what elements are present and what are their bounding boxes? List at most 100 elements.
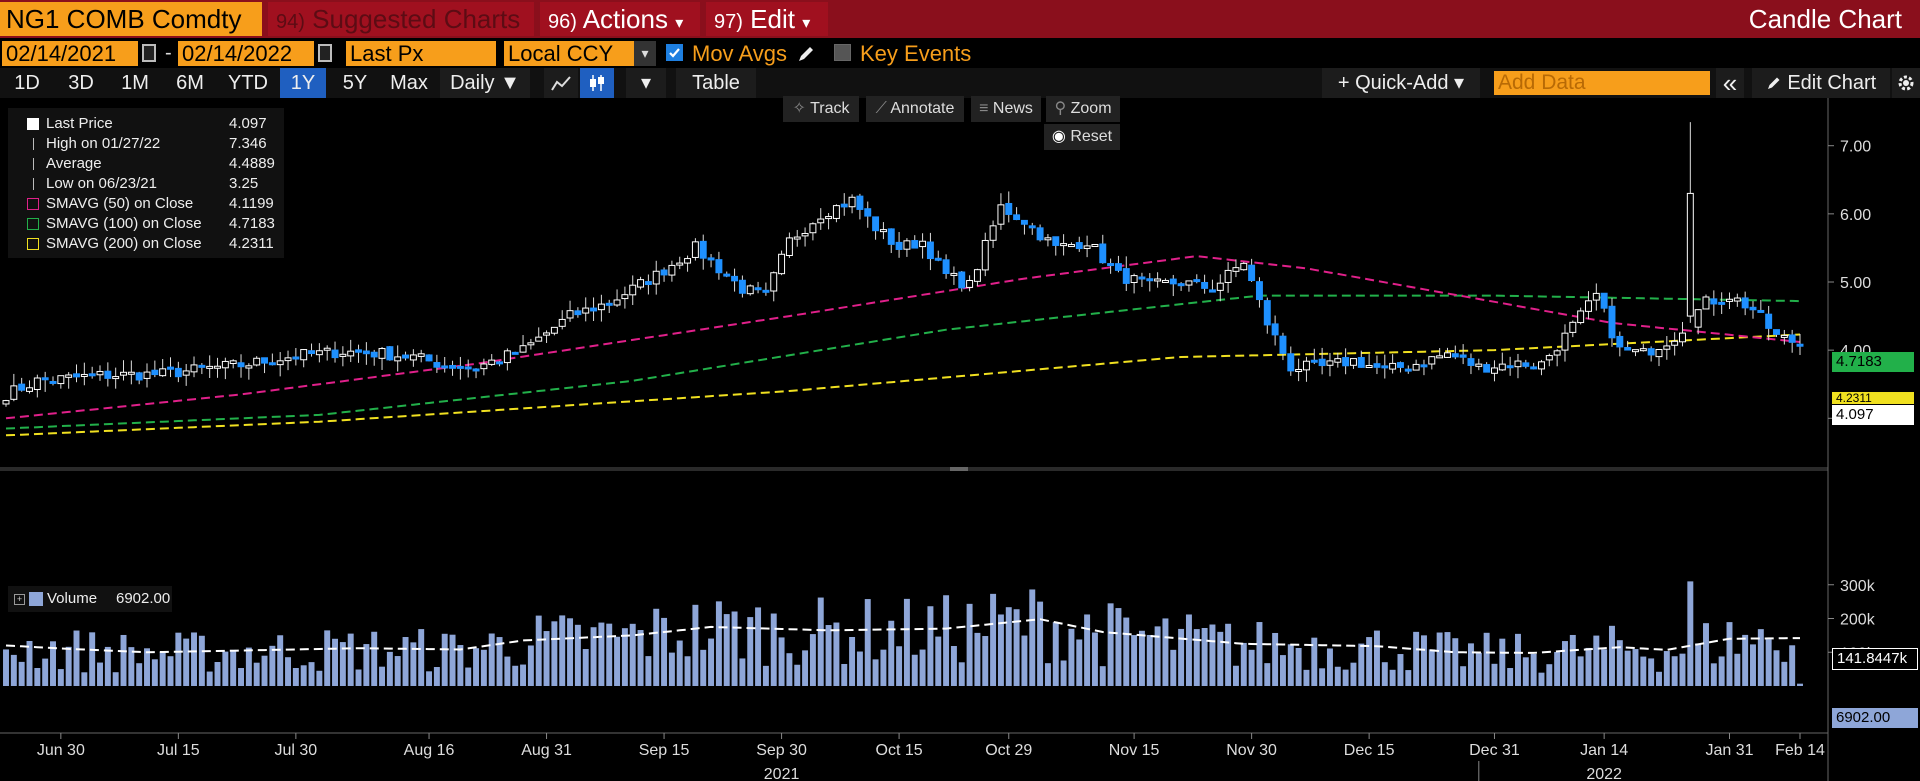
candle-body [1240, 262, 1248, 271]
volume-bar [1107, 603, 1114, 686]
volume-bar [700, 649, 707, 686]
candle-body [1295, 368, 1303, 372]
candle-body [629, 284, 637, 296]
actions-menu-button[interactable]: 96) Actions ▾ [540, 2, 700, 36]
mov-avgs-checkbox[interactable] [666, 44, 683, 61]
add-data-input[interactable]: Add Data [1494, 71, 1710, 95]
candle-body [190, 364, 198, 373]
volume-bar [1632, 649, 1639, 686]
volume-bar [73, 630, 80, 686]
x-tick-label: Jul 15 [157, 742, 200, 759]
volume-bar [1060, 660, 1067, 686]
sma-swatch [27, 198, 39, 210]
volume-bar [57, 669, 64, 686]
edit-chart-label: Edit Chart [1787, 72, 1877, 94]
candle-body [950, 272, 958, 276]
pencil-icon[interactable] [796, 44, 816, 64]
price-field-select[interactable]: Last Px [346, 41, 496, 66]
candle-body [887, 228, 895, 245]
gear-icon[interactable] [1892, 68, 1920, 98]
candle-body [41, 377, 49, 381]
line-chart-icon[interactable] [544, 68, 578, 98]
sma200-line [5, 333, 1801, 437]
edit-menu-button[interactable]: 97) Edit ▾ [706, 2, 828, 36]
volume-bar [919, 649, 926, 686]
volume-bar [1773, 650, 1780, 686]
candle-body [339, 353, 347, 357]
volume-bar [825, 625, 832, 686]
candle-body [1130, 275, 1138, 284]
zoom-button[interactable]: ⚲ Zoom [1046, 96, 1120, 122]
range-3d-button[interactable]: 3D [68, 72, 94, 94]
start-date-field[interactable]: 02/14/2021 [2, 41, 138, 66]
suggested-charts-button[interactable]: 94) Suggested Charts [268, 2, 534, 36]
volume-bar [1209, 624, 1216, 686]
candle-chart[interactable]: 3.004.005.006.007.00100k200k300kJun 30Ju… [0, 98, 1920, 781]
range-1d-button[interactable]: 1D [14, 72, 40, 94]
edit-chart-button[interactable]: Edit Chart [1752, 68, 1890, 98]
x-tick-label: Jul 30 [275, 742, 318, 759]
sma-swatch [27, 238, 39, 250]
volume-bar [1499, 638, 1506, 686]
range-1y-button[interactable]: 1Y [280, 68, 326, 98]
candle-body [1616, 335, 1624, 348]
volume-bar [120, 634, 127, 686]
range-ytd-button[interactable]: YTD [228, 72, 268, 94]
candle-body [864, 208, 872, 217]
quick-add-button[interactable]: + Quick-Add ▾ [1322, 68, 1480, 98]
candle-body [308, 350, 316, 355]
candle-body [10, 385, 18, 400]
end-date-field[interactable]: 02/14/2022 [178, 41, 314, 66]
key-events-checkbox[interactable] [834, 44, 851, 61]
frequency-select[interactable]: Daily ▼ [440, 68, 530, 98]
volume-bar [606, 623, 613, 686]
range-6m-button[interactable]: 6M [176, 72, 204, 94]
candle-body [182, 370, 190, 376]
range-1m-button[interactable]: 1M [121, 72, 149, 94]
track-button[interactable]: ✧ Track [783, 96, 859, 122]
volume-bar [191, 632, 197, 686]
currency-dropdown-icon[interactable]: ▾ [634, 41, 656, 66]
candle-chart-icon[interactable] [580, 68, 614, 98]
legend-name: Average [46, 155, 102, 172]
candle-body [96, 370, 104, 376]
expand-icon[interactable]: + [14, 594, 25, 605]
ticker-field[interactable]: NG1 COMB Comdty [0, 2, 262, 36]
legend-value: 4.4889 [229, 155, 275, 172]
legend-name: SMAVG (200) on Close [46, 235, 202, 252]
volume-bar [1091, 632, 1098, 686]
calendar-icon[interactable] [318, 44, 332, 62]
volume-bar [65, 646, 72, 686]
news-button[interactable]: ≡ News [971, 96, 1041, 122]
volume-bar [1319, 668, 1326, 686]
candle-body [1381, 365, 1389, 369]
volume-bar [856, 651, 863, 686]
suggested-charts-label: Suggested Charts [312, 4, 521, 34]
panel-divider-handle [950, 467, 968, 471]
candle-body [1726, 298, 1733, 302]
chart-style-dropdown-icon[interactable]: ▾ [626, 68, 666, 98]
candle-body [699, 240, 707, 259]
volume-bar [1789, 645, 1796, 686]
candle-body [394, 356, 402, 362]
collapse-icon[interactable]: « [1716, 68, 1744, 98]
volume-bar [1765, 639, 1772, 686]
range-max-button[interactable]: Max [390, 72, 428, 94]
currency-select[interactable]: Local CCY [504, 41, 634, 66]
candle-body [1201, 281, 1209, 289]
volume-bar [864, 599, 871, 686]
volume-bar [1052, 622, 1059, 686]
x-tick-label: Aug 31 [521, 742, 572, 759]
table-button[interactable]: Table [676, 68, 756, 98]
range-5y-button[interactable]: 5Y [342, 72, 368, 94]
mov-avgs-label[interactable]: Mov Avgs [692, 41, 787, 66]
calendar-icon[interactable] [142, 44, 156, 62]
volume-bar [1444, 632, 1451, 686]
reset-button[interactable]: ◉ Reset [1044, 124, 1120, 150]
volume-bar [1648, 658, 1655, 686]
candle-body [511, 351, 519, 355]
volume-bar [308, 662, 315, 686]
volume-bar [1781, 661, 1788, 686]
key-events-label[interactable]: Key Events [860, 41, 972, 66]
annotate-button[interactable]: ⟋ Annotate [866, 96, 964, 122]
